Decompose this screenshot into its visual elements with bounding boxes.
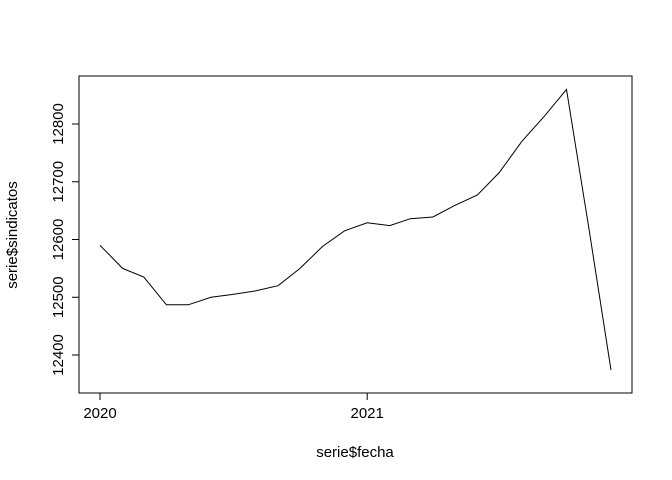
x-tick-label: 2021 bbox=[350, 405, 383, 422]
x-axis-label: serie$fecha bbox=[316, 444, 394, 461]
x-axis: 2020 2021 bbox=[83, 392, 384, 422]
y-tick-label: 12700 bbox=[50, 161, 67, 203]
y-tick-label: 12500 bbox=[50, 276, 67, 318]
x-tick-label: 2020 bbox=[83, 405, 116, 422]
y-axis: 12400 12500 12600 12700 12800 bbox=[50, 103, 80, 376]
plot-frame bbox=[78, 75, 633, 394]
y-tick-label: 12400 bbox=[50, 334, 67, 376]
series-line bbox=[99, 88, 612, 371]
y-axis-label: serie$sindicatos bbox=[4, 181, 21, 289]
y-tick-label: 12800 bbox=[50, 103, 67, 145]
y-tick-label: 12600 bbox=[50, 219, 67, 261]
